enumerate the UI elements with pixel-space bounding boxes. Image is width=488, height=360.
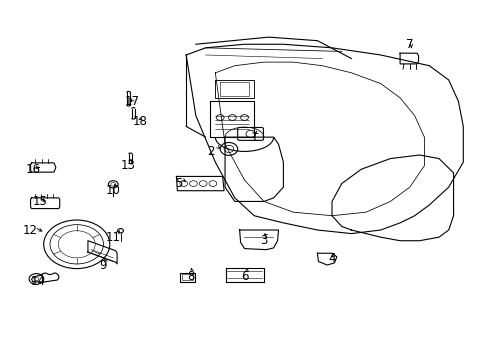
Text: 17: 17	[125, 95, 140, 108]
Text: 14: 14	[30, 275, 45, 288]
Text: 18: 18	[132, 114, 147, 127]
Bar	[180, 273, 195, 282]
Bar	[182, 274, 193, 280]
Text: 12: 12	[23, 224, 38, 237]
Text: 6: 6	[240, 270, 248, 283]
Text: 3: 3	[260, 234, 267, 247]
Text: 5: 5	[175, 177, 182, 190]
Text: 9: 9	[100, 259, 107, 272]
Text: 8: 8	[187, 270, 194, 283]
Text: 2: 2	[206, 145, 214, 158]
Text: 11: 11	[105, 231, 121, 244]
Text: 16: 16	[25, 163, 41, 176]
Text: 15: 15	[33, 195, 48, 208]
Text: 4: 4	[327, 252, 335, 265]
Text: 13: 13	[120, 159, 135, 172]
Text: 1: 1	[250, 131, 258, 144]
Text: 7: 7	[405, 38, 413, 51]
Text: 10: 10	[105, 184, 121, 197]
